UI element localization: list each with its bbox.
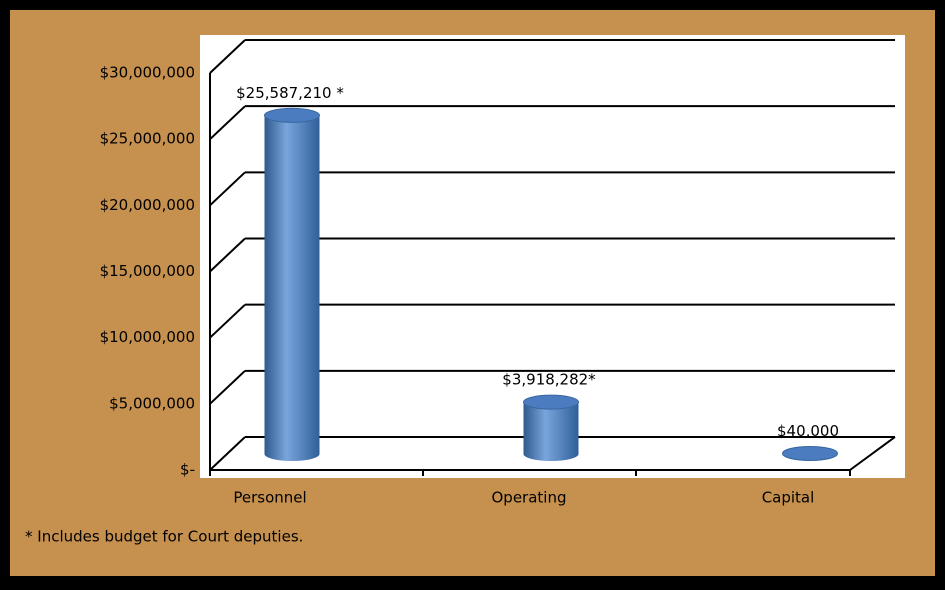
value-label: $40,000 [777, 422, 839, 440]
bar-top [523, 394, 579, 410]
grid-line [209, 303, 246, 339]
floor-side [849, 436, 896, 471]
grid-line [209, 39, 246, 74]
value-label: $3,918,282* [502, 371, 596, 389]
y-tick-label: $30,000,000 [100, 64, 195, 82]
grid-line [209, 436, 246, 471]
bar-top [264, 107, 320, 123]
grid-line [209, 105, 246, 140]
y-tick-label: $10,000,000 [100, 328, 195, 346]
grid-line [209, 237, 246, 273]
x-tick-label: Operating [492, 489, 567, 507]
y-tick-label: $25,000,000 [100, 130, 195, 148]
y-tick-label: $5,000,000 [109, 394, 195, 412]
value-label: $25,587,210 * [236, 84, 344, 102]
x-tick-label: Personnel [233, 489, 306, 507]
bar [523, 402, 579, 462]
y-tick-label: $- [180, 461, 195, 479]
grid-line [209, 171, 246, 207]
grid-line [209, 370, 246, 405]
bar-top [782, 445, 838, 461]
y-tick-label: $15,000,000 [100, 262, 195, 280]
x-tick-label: Capital [762, 489, 815, 507]
footnote: * Includes budget for Court deputies. [25, 528, 303, 546]
y-tick-label: $20,000,000 [100, 196, 195, 214]
bar [264, 115, 320, 462]
